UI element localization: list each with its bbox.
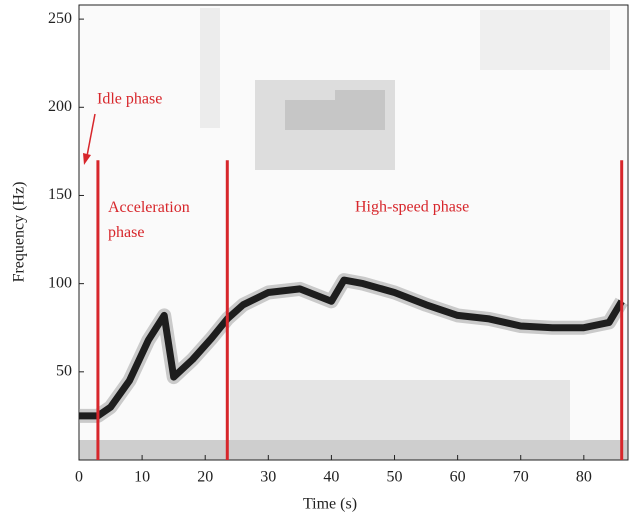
x-tick-label: 60 xyxy=(450,469,466,486)
x-tick-label: 80 xyxy=(576,469,592,486)
x-tick-label: 30 xyxy=(260,469,276,486)
ridge-line xyxy=(79,276,625,420)
y-tick-label: 50 xyxy=(56,362,72,379)
y-tick-label: 250 xyxy=(48,10,72,27)
annotation: High-speed phase xyxy=(355,199,469,216)
annotation: Idle phase xyxy=(97,91,162,108)
x-tick-label: 40 xyxy=(323,469,339,486)
y-tick-label: 150 xyxy=(48,186,72,203)
plot-frame xyxy=(78,4,629,461)
x-tick-label: 0 xyxy=(75,469,83,486)
plot-background xyxy=(79,5,628,460)
x-tick-label: 70 xyxy=(513,469,529,486)
x-axis-label: Time (s) xyxy=(303,496,357,513)
y-tick-label: 100 xyxy=(48,274,72,291)
annotation-arrowhead xyxy=(83,153,91,165)
y-tick-label: 200 xyxy=(48,98,72,115)
annotation: Acceleration phase xyxy=(108,199,190,241)
x-tick-label: 50 xyxy=(387,469,403,486)
annotation-arrow xyxy=(86,113,96,157)
x-tick-label: 20 xyxy=(197,469,213,486)
x-tick-label: 10 xyxy=(134,469,150,486)
spectrogram-texture xyxy=(79,8,628,460)
y-axis-label: Frequency (Hz) xyxy=(11,182,28,283)
